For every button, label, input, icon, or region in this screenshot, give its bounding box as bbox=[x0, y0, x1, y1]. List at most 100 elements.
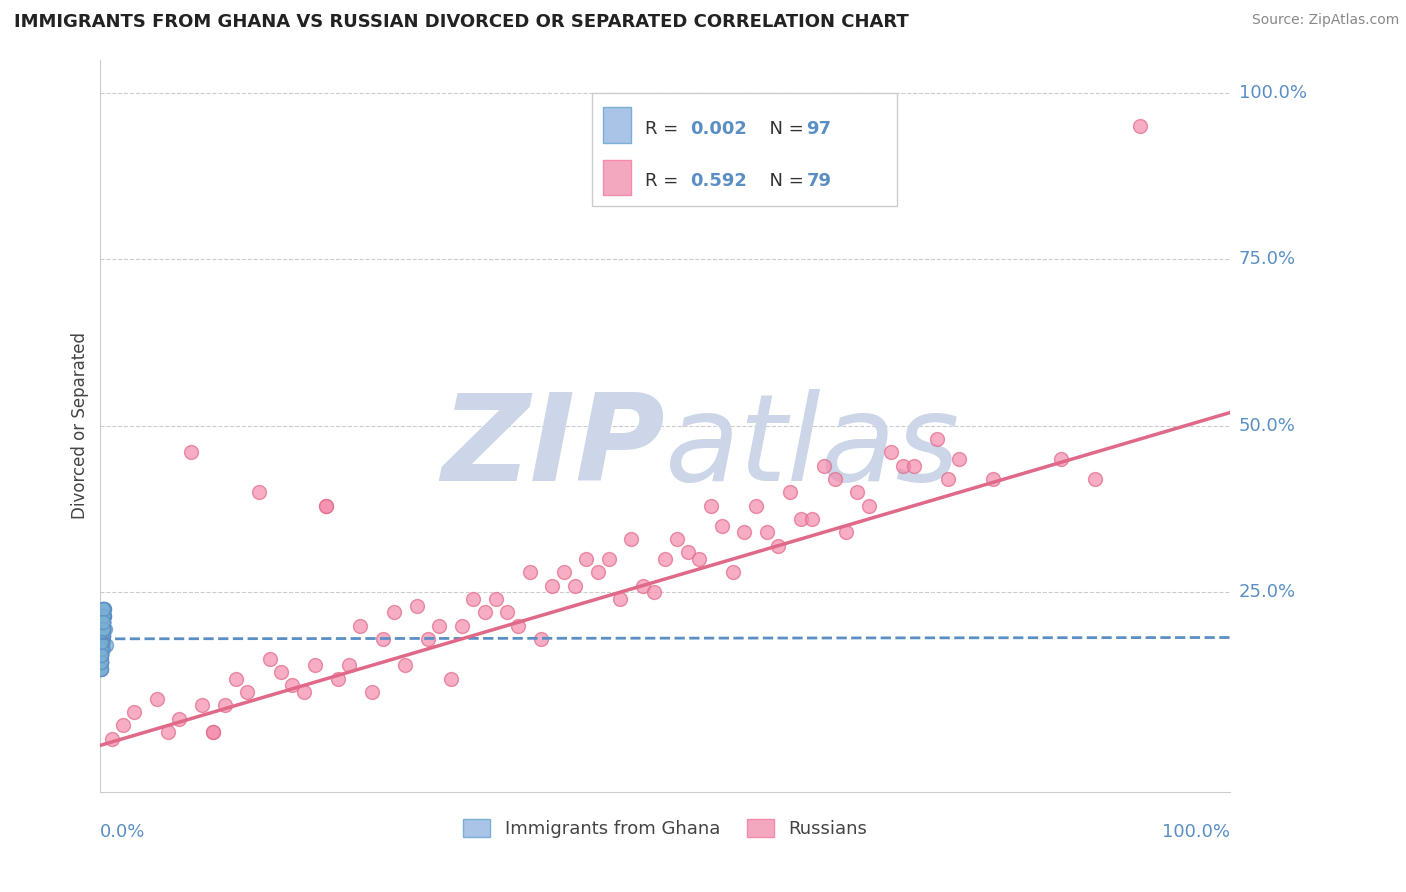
Point bbox=[90, 648, 112, 663]
Point bbox=[90, 648, 112, 663]
Y-axis label: Divorced or Separated: Divorced or Separated bbox=[72, 333, 89, 519]
Point bbox=[382, 605, 405, 619]
Point bbox=[90, 655, 112, 669]
Point bbox=[756, 525, 779, 540]
Point bbox=[281, 678, 304, 692]
Point bbox=[721, 566, 744, 580]
Point bbox=[91, 635, 114, 649]
Point bbox=[90, 641, 112, 656]
Point bbox=[779, 485, 801, 500]
Text: ZIP: ZIP bbox=[441, 389, 665, 507]
Point bbox=[180, 445, 202, 459]
Point bbox=[90, 628, 112, 642]
Point bbox=[609, 591, 631, 606]
Point bbox=[90, 635, 112, 649]
Point bbox=[225, 672, 247, 686]
Point bbox=[270, 665, 292, 680]
Point bbox=[801, 512, 824, 526]
Point bbox=[90, 635, 112, 649]
Point bbox=[360, 685, 382, 699]
Point bbox=[90, 635, 112, 649]
Text: atlas: atlas bbox=[665, 389, 960, 507]
Point bbox=[768, 539, 790, 553]
Point bbox=[948, 452, 970, 467]
Point bbox=[541, 578, 564, 592]
Legend: Immigrants from Ghana, Russians: Immigrants from Ghana, Russians bbox=[456, 812, 875, 846]
Point bbox=[90, 641, 112, 656]
Point bbox=[598, 552, 620, 566]
Point bbox=[91, 628, 114, 642]
Point bbox=[93, 608, 115, 623]
Bar bbox=[603, 160, 631, 194]
Point bbox=[90, 635, 112, 649]
Point bbox=[1129, 119, 1152, 133]
Point bbox=[575, 552, 598, 566]
Bar bbox=[592, 93, 897, 206]
Point bbox=[91, 615, 114, 630]
Point bbox=[710, 518, 733, 533]
Point bbox=[790, 512, 813, 526]
Text: N =: N = bbox=[758, 120, 810, 138]
Point bbox=[90, 641, 112, 656]
Text: R =: R = bbox=[645, 120, 683, 138]
Point bbox=[91, 622, 114, 636]
Point bbox=[1049, 452, 1071, 467]
Point bbox=[90, 641, 112, 656]
Point bbox=[90, 635, 112, 649]
Point bbox=[100, 731, 122, 746]
Point bbox=[91, 608, 114, 623]
Point bbox=[157, 725, 180, 739]
Point bbox=[111, 718, 134, 732]
Point bbox=[90, 632, 112, 646]
Point bbox=[315, 499, 337, 513]
Point bbox=[91, 602, 114, 616]
Point bbox=[91, 602, 114, 616]
Text: 0.592: 0.592 bbox=[690, 172, 747, 190]
Point bbox=[903, 458, 925, 473]
Point bbox=[586, 566, 609, 580]
Point bbox=[349, 618, 371, 632]
Point bbox=[90, 635, 112, 649]
Text: 79: 79 bbox=[807, 172, 831, 190]
Point bbox=[846, 485, 869, 500]
Point bbox=[191, 698, 214, 713]
Point bbox=[90, 635, 112, 649]
Point bbox=[304, 658, 326, 673]
Point bbox=[93, 602, 115, 616]
Point bbox=[94, 622, 117, 636]
Point bbox=[90, 622, 112, 636]
Text: 0.002: 0.002 bbox=[690, 120, 747, 138]
Point bbox=[94, 639, 117, 653]
Point bbox=[93, 602, 115, 616]
Text: 100.0%: 100.0% bbox=[1239, 84, 1306, 102]
Point bbox=[91, 615, 114, 630]
Point bbox=[90, 628, 112, 642]
Point bbox=[93, 602, 115, 616]
Point bbox=[91, 622, 114, 636]
Point bbox=[90, 635, 112, 649]
Point bbox=[405, 599, 427, 613]
Point bbox=[530, 632, 553, 646]
Point bbox=[91, 641, 114, 656]
Point bbox=[654, 552, 676, 566]
Point bbox=[91, 622, 114, 636]
Point bbox=[90, 655, 112, 669]
Point bbox=[214, 698, 236, 713]
Point bbox=[337, 658, 360, 673]
Point bbox=[90, 655, 112, 669]
Point bbox=[90, 652, 112, 666]
Point bbox=[202, 725, 225, 739]
Point bbox=[90, 641, 112, 656]
Point bbox=[91, 622, 114, 636]
Point bbox=[427, 618, 450, 632]
Point bbox=[93, 608, 115, 623]
Point bbox=[620, 532, 643, 546]
Point bbox=[91, 602, 114, 616]
Point bbox=[90, 648, 112, 663]
Point bbox=[91, 615, 114, 630]
Point bbox=[936, 472, 959, 486]
Point bbox=[259, 652, 281, 666]
Point bbox=[292, 685, 315, 699]
Point bbox=[835, 525, 858, 540]
Text: R =: R = bbox=[645, 172, 690, 190]
